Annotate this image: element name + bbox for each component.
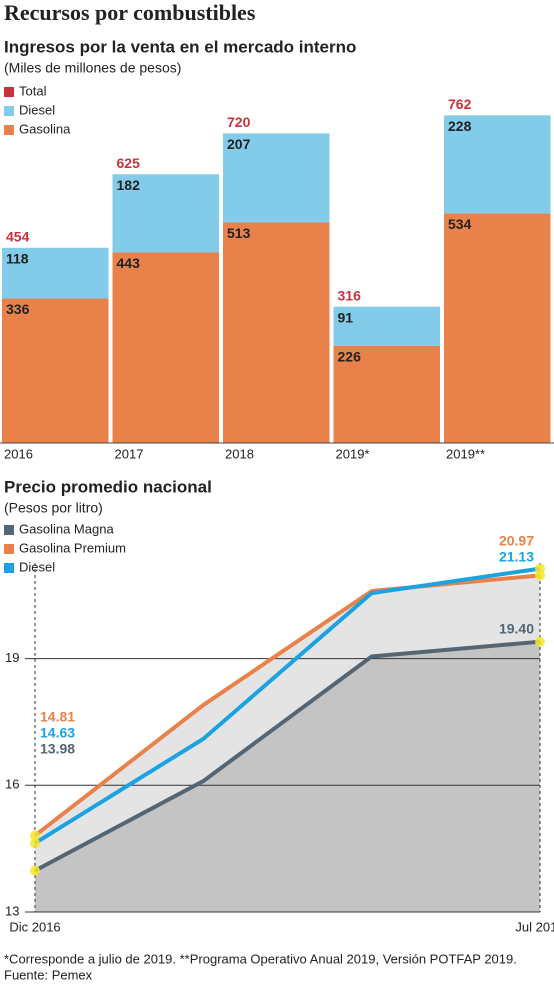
point — [535, 636, 545, 647]
bar-segment — [112, 174, 219, 253]
bar-segment — [223, 222, 330, 443]
data-label: 91 — [338, 309, 354, 325]
chart-title: Ingresos por la venta en el mercado inte… — [4, 37, 356, 56]
x-tick-label: 2017 — [115, 446, 144, 461]
legend-label: Total — [19, 83, 47, 98]
y-tick-label: 19 — [5, 650, 19, 665]
y-tick-label: 16 — [5, 777, 19, 792]
line — [33, 566, 541, 845]
value-label: 20.97 — [499, 532, 534, 548]
chart-subtitle: (Pesos por litro) — [4, 500, 103, 516]
data-label: 336 — [6, 301, 30, 317]
data-label: 207 — [227, 136, 251, 152]
bar-segment — [2, 247, 109, 299]
chart-subtitle: (Miles de millones de pesos) — [4, 60, 181, 76]
legend-label: Diesel — [19, 559, 55, 574]
total-label: 625 — [117, 155, 141, 171]
x-tick-label: 2019** — [446, 446, 485, 461]
bar-segment — [444, 213, 551, 443]
legend-swatch — [4, 106, 14, 116]
x-tick-label: Jul 2019 — [515, 919, 554, 934]
x-tick-label: Dic 2016 — [9, 919, 60, 934]
bar-segment — [333, 306, 440, 346]
value-label: 21.13 — [499, 548, 534, 564]
y-tick-label: 13 — [5, 903, 19, 918]
bar-segment — [444, 115, 551, 214]
point — [30, 865, 40, 876]
bar-segment — [333, 345, 440, 443]
footnote: Fuente: Pemex — [4, 967, 93, 982]
legend-label: Gasolina Premium — [19, 540, 126, 555]
chart-title: Precio promedio nacional — [4, 477, 212, 496]
x-tick-label: 2016 — [4, 446, 33, 461]
total-label: 720 — [227, 114, 251, 130]
value-label: 19.40 — [499, 620, 534, 636]
bar-segment — [112, 252, 219, 443]
value-label: 14.63 — [40, 724, 75, 740]
data-label: 228 — [448, 118, 472, 134]
legend-label: Gasolina Magna — [19, 521, 114, 536]
bar-segment — [223, 133, 330, 223]
data-label: 443 — [117, 255, 141, 271]
x-tick-label: 2019* — [336, 446, 370, 461]
value-label: 14.81 — [40, 708, 75, 724]
point — [535, 563, 545, 574]
footnote: *Corresponde a julio de 2019. **Programa… — [4, 951, 517, 966]
point — [30, 830, 40, 841]
legend-swatch — [4, 525, 14, 535]
legend-swatch — [4, 87, 14, 97]
data-label: 182 — [117, 177, 141, 193]
data-label: 118 — [6, 250, 29, 266]
point — [30, 838, 40, 849]
data-label: 226 — [338, 349, 362, 365]
bar-segment — [2, 298, 109, 443]
legend-swatch — [4, 563, 14, 573]
total-label: 454 — [6, 228, 30, 244]
legend-label: Gasolina — [19, 121, 71, 136]
page-title: Recursos por combustibles — [4, 0, 256, 25]
legend-label: Diesel — [19, 102, 55, 117]
line — [33, 573, 541, 838]
total-label: 316 — [338, 287, 362, 303]
line — [34, 639, 541, 873]
x-tick-label: 2018 — [225, 446, 254, 461]
total-label: 762 — [448, 96, 472, 112]
value-label: 13.98 — [40, 740, 75, 756]
area — [35, 641, 540, 912]
data-label: 534 — [448, 216, 472, 232]
legend-swatch — [4, 544, 14, 554]
legend-swatch — [4, 125, 14, 135]
data-label: 513 — [227, 225, 251, 241]
